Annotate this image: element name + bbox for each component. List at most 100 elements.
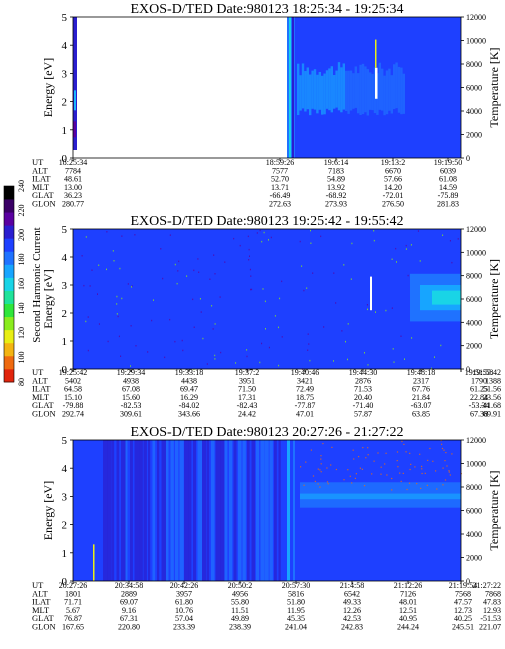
data-speck [345, 340, 346, 343]
data-speck [118, 335, 120, 338]
ephemeris-value: 2889 [121, 589, 137, 598]
data-speck [249, 255, 250, 257]
data-speck [274, 315, 276, 317]
data-speck [396, 460, 398, 462]
data-speck [424, 472, 426, 474]
data-speck [435, 470, 437, 472]
data-speck [87, 349, 89, 352]
ephemeris-value: 57.66 [384, 175, 402, 184]
data-speck [367, 364, 369, 366]
ephemeris-row-label: ALT [32, 375, 49, 385]
data-speck [385, 309, 387, 312]
ephemeris-value: 16.29 [180, 393, 198, 402]
data-feature [370, 276, 372, 311]
ephemeris-value: 18:59:26 [266, 158, 294, 167]
data-stripe [157, 440, 160, 581]
ephemeris-value: 245.51 [452, 623, 474, 632]
data-speck [362, 447, 364, 449]
data-speck [373, 460, 375, 462]
data-band [400, 67, 403, 115]
ephemeris-value: 21.84 [412, 393, 430, 402]
data-feature [375, 39, 377, 68]
data-band [300, 493, 461, 500]
data-speck [151, 319, 153, 322]
ephemeris-value: 76.87 [64, 614, 82, 623]
ephemeris-value: 167.65 [62, 623, 84, 632]
data-speck [421, 468, 423, 470]
data-speck [354, 477, 356, 479]
ephemeris-value: -84.02 [179, 401, 200, 410]
data-speck [351, 482, 353, 484]
data-stripe [251, 440, 255, 581]
colorbar-swatch [4, 303, 14, 318]
data-speck [327, 483, 329, 485]
data-band [385, 70, 389, 115]
data-speck [442, 234, 444, 236]
data-speck [303, 484, 305, 486]
data-strip [74, 90, 76, 111]
data-speck [214, 354, 216, 357]
data-speck [214, 358, 216, 360]
ephemeris-row-label: GLAT [32, 190, 55, 200]
ephemeris-value: 1388 [485, 376, 501, 385]
data-speck [352, 449, 354, 451]
data-speck [270, 236, 272, 239]
data-band [321, 75, 324, 115]
data-speck [333, 272, 335, 274]
data-speck [407, 274, 409, 277]
data-speck [120, 355, 122, 357]
data-stripe [233, 440, 237, 581]
ephemeris-value: 49.89 [231, 614, 249, 623]
panel-1: EXOS-D/TED Date:980123 18:25:34 - 19:25:… [32, 2, 501, 209]
data-speck [268, 346, 270, 349]
data-speck [113, 260, 115, 262]
data-speck [306, 287, 308, 289]
y-tick-label: 2 [62, 520, 68, 532]
data-speck [416, 483, 418, 485]
data-speck [343, 479, 345, 481]
data-band [313, 69, 317, 110]
data-band [352, 73, 355, 109]
data-stripe [175, 440, 179, 581]
ephemeris-value: 2317 [413, 376, 429, 385]
ephemeris-value: 18:25:34 [59, 158, 87, 167]
data-speck [446, 465, 448, 467]
ephemeris-value: 20.40 [354, 393, 372, 402]
data-band [299, 75, 302, 111]
data-speck [116, 313, 118, 315]
ephemeris-value: 14.59 [439, 183, 457, 192]
ephemeris-value: 7183 [328, 166, 344, 175]
data-band [309, 74, 312, 116]
ephemeris-value: 67.76 [412, 385, 430, 394]
colorbar-tick-label: 180 [17, 254, 26, 266]
ephemeris-value: 281.83 [437, 200, 459, 209]
ephemeris-value: 292.74 [62, 410, 84, 419]
data-speck [213, 254, 215, 256]
data-speck [449, 240, 451, 242]
ephemeris-value: 67.31 [120, 614, 138, 623]
y2-tick-label: 2000 [466, 342, 482, 351]
data-speck [206, 363, 208, 365]
data-band [335, 70, 338, 108]
data-speck [347, 469, 349, 471]
data-speck [377, 452, 379, 454]
data-speck [427, 459, 429, 461]
data-speck [330, 464, 332, 466]
ephemeris-value: 5402 [65, 376, 81, 385]
ephemeris-value: 51.80 [287, 598, 305, 607]
data-stripe [265, 440, 269, 581]
data-speck [421, 472, 423, 475]
ephemeris-value: 48.01 [399, 598, 417, 607]
data-speck [310, 449, 312, 451]
data-band [311, 70, 314, 109]
ephemeris-value: 61.08 [439, 175, 457, 184]
data-speck [169, 318, 171, 321]
ephemeris-value: 49.33 [343, 598, 361, 607]
data-band [340, 67, 343, 113]
y-axis-label: Energy [eV] [41, 481, 55, 540]
data-speck [400, 335, 402, 337]
ephemeris-value: 21:12:26 [394, 581, 422, 590]
ephemeris-value: 19:13:2 [381, 158, 405, 167]
ephemeris-value: -82.43 [237, 401, 258, 410]
